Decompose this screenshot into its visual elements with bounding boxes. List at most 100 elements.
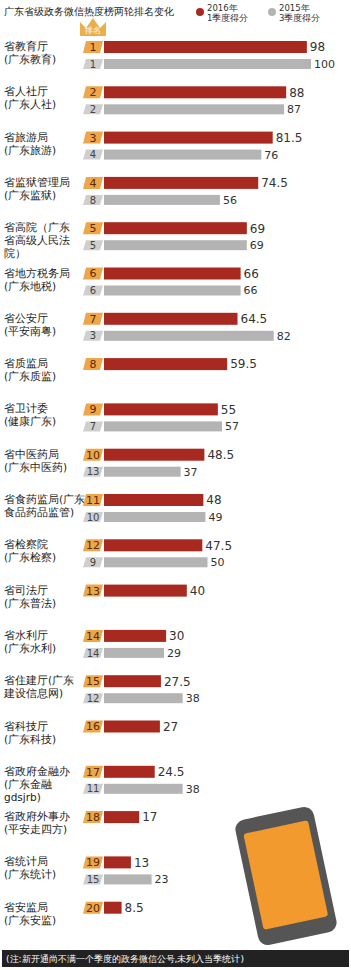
data-label: 98 <box>310 40 325 54</box>
rank-label: 4 <box>90 177 97 190</box>
rank-badge <box>83 585 103 597</box>
bar <box>104 286 241 296</box>
note-background <box>2 950 349 967</box>
category-label: 省质监局(广东质监) <box>4 357 56 382</box>
data-label: 48 <box>206 493 221 507</box>
legend-label: 2015年3季度得分 <box>279 3 320 23</box>
bars <box>104 41 311 914</box>
category-label: 省监狱管理局(广东监狱) <box>4 176 70 201</box>
category-label: 省统计局(广东统计) <box>4 855 56 880</box>
rank-label: 12 <box>86 539 100 552</box>
rank-badge <box>83 132 103 144</box>
legend-swatch <box>196 8 204 16</box>
rank-badge <box>83 784 103 794</box>
category-label: 省高院（广东省高级人民法院） <box>4 221 70 259</box>
crown <box>80 18 106 36</box>
category-label: 省旅游局(广东旅游) <box>4 131 56 156</box>
data-labels: 988881.574.5696664.559.55548.54847.54030… <box>125 40 335 915</box>
rank-badge <box>83 104 103 114</box>
data-label: 50 <box>211 556 225 569</box>
rank-badge <box>83 177 103 189</box>
bar <box>104 358 227 370</box>
bar <box>104 268 241 280</box>
rank-badge <box>83 195 103 205</box>
rank-badge <box>83 358 103 370</box>
rank-badge <box>83 313 103 325</box>
bar <box>104 811 139 823</box>
phone-screen <box>243 820 328 930</box>
data-label: 38 <box>186 692 200 705</box>
category-label: 省安监局(广东安监) <box>4 901 56 926</box>
rank-label: 18 <box>86 811 100 824</box>
rank-badge <box>83 86 103 98</box>
bar <box>104 539 202 551</box>
rank-badge <box>83 150 103 160</box>
rank-label: 19 <box>86 856 100 869</box>
bar <box>104 150 261 160</box>
data-label: 47.5 <box>205 539 232 553</box>
rank-label: 5 <box>90 240 96 251</box>
rank-label: 3 <box>90 132 97 145</box>
bar <box>104 240 247 250</box>
rank-badge <box>83 240 103 250</box>
category-label: 省食药监局(广东食品药品监管) <box>4 493 85 518</box>
bar <box>104 557 208 567</box>
data-label: 49 <box>208 511 222 524</box>
rank-label: 8 <box>90 195 96 206</box>
category-label: 省中医药局(广东中医药) <box>4 448 67 473</box>
rank-badge <box>83 467 103 477</box>
rank-label: 3 <box>90 330 96 341</box>
rank-badge <box>83 41 103 53</box>
bar <box>104 86 286 98</box>
rank-badge <box>83 268 103 280</box>
bar <box>104 421 222 431</box>
rank-badge <box>83 693 103 703</box>
bar <box>104 512 205 522</box>
category-label: 省政府金融办(广东金融gdsjrb) <box>4 765 70 803</box>
rank-badge <box>83 856 103 868</box>
data-label: 29 <box>167 647 181 660</box>
bar <box>104 856 131 868</box>
rank-label: 10 <box>86 449 100 462</box>
rank-badge <box>83 721 103 733</box>
rank-label: 6 <box>90 267 97 280</box>
legend-entry: 2016年1季度得分 <box>196 3 248 23</box>
rank-label: 1 <box>90 41 97 54</box>
rank-label: 15 <box>87 874 100 885</box>
data-label: 30 <box>169 629 184 643</box>
bar <box>104 784 183 794</box>
data-label: 76 <box>264 149 278 162</box>
data-label: 8.5 <box>125 901 144 915</box>
rank-label: 14 <box>86 630 100 643</box>
bar <box>104 874 152 884</box>
bar <box>104 177 258 189</box>
rank-label: 12 <box>87 693 100 704</box>
rank-badge <box>83 331 103 341</box>
bar <box>104 630 166 642</box>
rank-badges: 1234567891011121314151617181920124856371… <box>83 41 103 915</box>
rank-badge <box>83 59 103 69</box>
rank-label: 13 <box>86 585 100 598</box>
rank-label: 11 <box>86 494 100 507</box>
bar <box>104 693 183 703</box>
rank-label: 7 <box>90 421 96 432</box>
rank-badge <box>83 286 103 296</box>
bar <box>104 403 218 415</box>
category-label: 省住建厅(广东建设信息网) <box>3 674 74 699</box>
data-label: 69 <box>250 222 265 236</box>
bar <box>104 331 274 341</box>
data-label: 56 <box>223 194 237 207</box>
rank-label: 16 <box>86 720 100 733</box>
category-label: 省地方税务局(广东地税) <box>4 267 70 292</box>
chart: 广东省级政务微信热度榜两轮排名变化2016年1季度得分2015年3季度得分排名省… <box>0 0 351 970</box>
data-label: 82 <box>277 330 291 343</box>
rank-badge <box>83 766 103 778</box>
rank-label: 6 <box>90 285 96 296</box>
rank-label: 5 <box>90 222 97 235</box>
category-label: 省政府外事办(平安走四方) <box>4 810 70 835</box>
rank-label: 11 <box>87 783 100 794</box>
category-labels: 省教育厅(广东教育)省人社厅(广东人社)省旅游局(广东旅游)省监狱管理局(广东监… <box>3 40 85 926</box>
data-label: 88 <box>289 86 304 100</box>
bar <box>104 648 164 658</box>
legend-swatch <box>268 8 276 16</box>
